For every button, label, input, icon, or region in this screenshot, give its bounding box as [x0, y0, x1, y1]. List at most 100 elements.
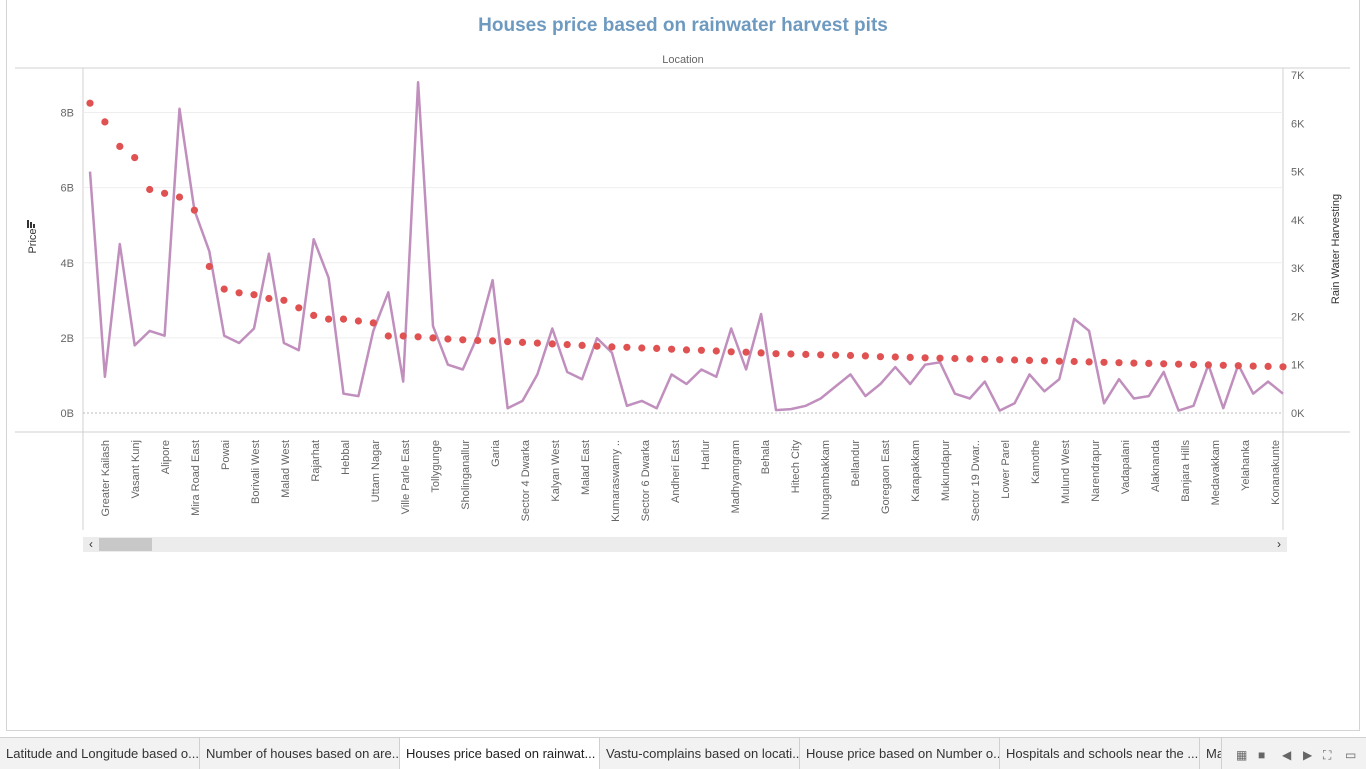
sort-icon[interactable]	[27, 220, 35, 228]
price-dot[interactable]	[802, 350, 810, 358]
price-dot[interactable]	[1160, 360, 1168, 368]
price-dot[interactable]	[489, 337, 497, 345]
price-dot[interactable]	[354, 317, 362, 325]
price-dot[interactable]	[146, 185, 154, 194]
next-icon[interactable]: ▶	[1303, 748, 1313, 762]
price-dot[interactable]	[250, 291, 258, 299]
rain-water-harvesting-line[interactable]	[88, 80, 1284, 412]
price-dot[interactable]	[459, 336, 467, 344]
price-dot[interactable]	[175, 193, 184, 201]
price-dot[interactable]	[1100, 358, 1108, 366]
price-dot[interactable]	[131, 154, 139, 162]
price-dot[interactable]	[369, 319, 377, 327]
price-dot[interactable]	[384, 332, 392, 340]
price-dot[interactable]	[981, 355, 989, 363]
horizontal-scrollbar[interactable]: ‹ ›	[83, 537, 1287, 552]
price-dot[interactable]	[1175, 360, 1183, 368]
gallery-icon[interactable]: ▦	[1236, 748, 1248, 762]
price-dot[interactable]	[1189, 361, 1198, 369]
price-dot[interactable]	[220, 285, 228, 293]
scroll-left-icon[interactable]: ‹	[89, 537, 93, 551]
price-dot[interactable]	[116, 142, 124, 150]
price-dot[interactable]	[1011, 356, 1019, 364]
price-dot[interactable]	[1264, 362, 1272, 370]
price-dot[interactable]	[623, 343, 631, 351]
price-dot[interactable]	[951, 354, 959, 363]
price-dot[interactable]	[697, 346, 706, 354]
scroll-thumb[interactable]	[99, 538, 152, 551]
price-dot[interactable]	[682, 346, 691, 354]
stop-icon[interactable]: ■	[1258, 748, 1266, 762]
fullscreen-icon[interactable]: ⛶	[1323, 748, 1332, 762]
price-dot[interactable]	[325, 315, 333, 323]
price-dot[interactable]	[787, 350, 795, 358]
sheet-tab[interactable]: Hospitals and schools near the ...	[1000, 738, 1200, 769]
price-dot[interactable]	[563, 341, 571, 349]
price-dot[interactable]	[846, 351, 855, 360]
price-dot[interactable]	[1085, 358, 1093, 366]
price-dot[interactable]	[876, 353, 885, 361]
price-dot[interactable]	[1234, 362, 1242, 370]
sheet-tab[interactable]: Vastu-complains based on locati...	[600, 738, 800, 769]
price-dot[interactable]	[608, 343, 616, 351]
price-dot[interactable]	[996, 356, 1004, 364]
price-dot[interactable]	[474, 336, 482, 345]
price-dot[interactable]	[1249, 362, 1257, 370]
price-dot[interactable]	[668, 345, 676, 353]
prev-icon[interactable]: ◀	[1282, 748, 1292, 762]
price-dot[interactable]	[295, 304, 303, 312]
price-dot[interactable]	[280, 296, 288, 304]
price-dot[interactable]	[832, 351, 840, 359]
price-dot[interactable]	[742, 348, 750, 356]
price-dot[interactable]	[101, 118, 109, 126]
price-dot[interactable]	[190, 206, 198, 214]
price-dot[interactable]	[1145, 359, 1153, 367]
price-dot[interactable]	[1219, 361, 1227, 369]
price-dot[interactable]	[727, 348, 735, 356]
price-dot[interactable]	[1055, 357, 1063, 365]
price-dot[interactable]	[1115, 359, 1123, 367]
price-dot[interactable]	[1204, 361, 1212, 369]
price-dot[interactable]	[578, 341, 586, 349]
price-dot[interactable]	[936, 354, 944, 362]
price-dot[interactable]	[533, 339, 542, 347]
scroll-right-icon[interactable]: ›	[1277, 537, 1281, 551]
price-dot[interactable]	[205, 262, 213, 271]
price-dot[interactable]	[772, 350, 780, 358]
price-dot[interactable]	[339, 315, 348, 323]
price-dot[interactable]	[504, 338, 512, 346]
price-dot[interactable]	[518, 338, 527, 346]
price-dot[interactable]	[906, 353, 914, 361]
sheet-tab[interactable]: Number of houses based on are...	[200, 738, 400, 769]
price-dot[interactable]	[1040, 357, 1048, 365]
price-dot[interactable]	[966, 355, 974, 363]
price-dot[interactable]	[235, 289, 243, 297]
price-dot[interactable]	[1070, 357, 1078, 366]
price-dot[interactable]	[1279, 363, 1287, 371]
price-dot[interactable]	[1025, 356, 1034, 364]
present-icon[interactable]: ▭	[1345, 748, 1357, 762]
price-dot[interactable]	[861, 352, 870, 360]
sheet-tab[interactable]: Ma	[1200, 738, 1222, 769]
price-dot[interactable]	[86, 99, 94, 107]
price-dot[interactable]	[414, 333, 422, 341]
price-dot[interactable]	[161, 189, 169, 197]
price-dot[interactable]	[891, 353, 899, 361]
sheet-tab[interactable]: House price based on Number o...	[800, 738, 1000, 769]
price-dot[interactable]	[712, 347, 720, 355]
price-dot[interactable]	[548, 340, 556, 348]
price-dot[interactable]	[921, 354, 929, 362]
price-dot[interactable]	[444, 335, 452, 343]
price-dot[interactable]	[817, 351, 825, 359]
price-dot[interactable]	[429, 334, 437, 342]
price-dot[interactable]	[310, 311, 318, 319]
sheet-tab[interactable]: Latitude and Longitude based o...	[0, 738, 200, 769]
price-dot[interactable]	[653, 344, 661, 352]
price-dot[interactable]	[593, 342, 601, 350]
price-dot[interactable]	[265, 294, 273, 303]
sheet-tab[interactable]: Houses price based on rainwat...	[400, 738, 600, 769]
price-dot[interactable]	[1130, 359, 1138, 367]
price-dot[interactable]	[638, 344, 646, 352]
price-dot[interactable]	[399, 332, 407, 340]
price-dot[interactable]	[757, 349, 765, 357]
